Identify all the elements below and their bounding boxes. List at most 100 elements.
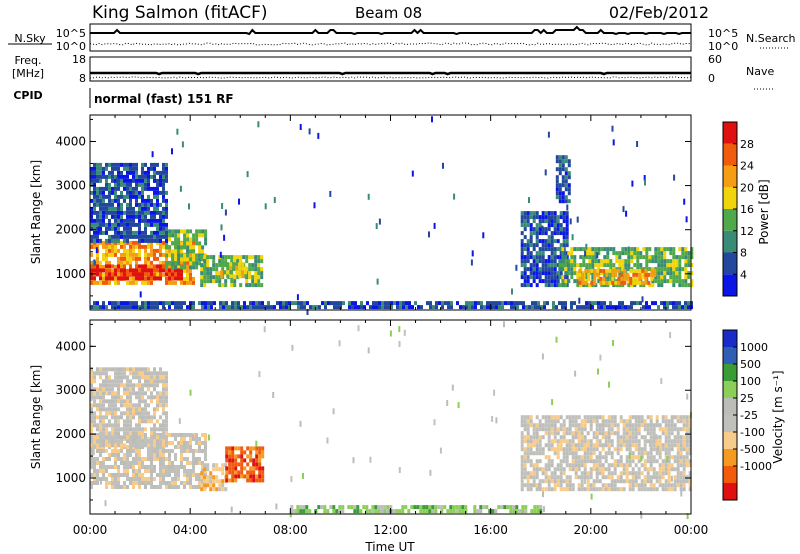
power-speckle (611, 125, 614, 132)
velocity-cell (529, 475, 533, 480)
velocity-cell (243, 458, 247, 463)
power-cell (129, 226, 132, 231)
velocity-cell (105, 387, 108, 392)
power-cell (669, 275, 673, 280)
velocity-cell (664, 455, 668, 460)
velocity-speckle (612, 340, 614, 346)
velocity-cell (180, 433, 183, 437)
power-cell (279, 305, 282, 310)
power-cell (206, 267, 210, 272)
power-cell (141, 174, 144, 179)
power-speckle (296, 294, 299, 301)
velocity-cell (129, 423, 132, 428)
power-cell (129, 206, 132, 211)
freq-tick-top: 18 (72, 53, 86, 66)
velocity-cell (117, 485, 120, 489)
velocity-cell (571, 423, 575, 428)
velocity-cell (610, 451, 614, 456)
velocity-speckle (291, 344, 294, 351)
power-cell (529, 243, 533, 248)
velocity-cell (419, 509, 423, 514)
power-cell (573, 263, 577, 268)
power-cell (93, 276, 96, 281)
power-cell (630, 251, 634, 256)
power-cell (93, 301, 96, 306)
velocity-cell (613, 423, 617, 428)
velocity-cell (491, 509, 495, 514)
power-cell (96, 272, 99, 277)
power-cell (114, 244, 117, 249)
velocity-cell (619, 459, 623, 464)
power-cell (135, 244, 138, 249)
power-cell (135, 182, 138, 187)
power-cell (534, 301, 537, 306)
velocity-cell (679, 443, 683, 448)
power-colorbar-swatch (723, 122, 737, 144)
power-cell (129, 260, 132, 265)
velocity-cell (203, 483, 207, 488)
power-cell (529, 263, 533, 268)
velocity-cell (577, 415, 581, 420)
velocity-cell (592, 435, 596, 440)
velocity-cell (667, 487, 671, 492)
power-cell (681, 251, 685, 256)
power-cell (591, 305, 594, 310)
velocity-cell (583, 419, 587, 424)
power-cell (108, 162, 111, 167)
velocity-cell (135, 481, 138, 485)
power-cell (105, 214, 108, 219)
velocity-cell (655, 423, 659, 428)
power-cell (621, 283, 625, 288)
power-cell (192, 301, 195, 306)
velocity-cell (111, 387, 114, 392)
velocity-colorbar-swatch (723, 364, 737, 381)
power-cell (529, 239, 533, 244)
velocity-cell (150, 477, 153, 481)
velocity-cell (565, 463, 569, 468)
freq-label-line2: [MHz] (12, 67, 44, 80)
velocity-cell (601, 431, 605, 436)
power-cell (206, 259, 210, 264)
velocity-cell (586, 439, 590, 444)
velocity-cell (189, 461, 192, 465)
velocity-cell (141, 391, 144, 396)
power-cell (579, 247, 583, 252)
power-ylabel: Slant Range [km] (29, 160, 43, 264)
velocity-cell (607, 471, 611, 476)
velocity-cell (580, 455, 584, 460)
power-cell (189, 241, 193, 246)
velocity-cell (679, 415, 683, 420)
velocity-cell (676, 483, 680, 488)
velocity-speckle (608, 381, 610, 388)
power-speckle (683, 198, 686, 205)
velocity-cell (530, 509, 534, 514)
velocity-cell (204, 445, 207, 449)
power-cell (486, 305, 489, 310)
power-cell (541, 247, 545, 252)
power-cell (159, 218, 162, 223)
velocity-cell (138, 367, 141, 372)
power-cell (615, 259, 619, 264)
velocity-cell (126, 383, 129, 388)
velocity-cell (658, 463, 662, 468)
power-speckle (631, 180, 634, 187)
power-cell (561, 255, 565, 260)
velocity-cell (135, 443, 138, 448)
velocity-cell (667, 431, 671, 436)
velocity-cell (550, 487, 554, 492)
velocity-cell (153, 411, 156, 416)
power-cell (684, 247, 688, 252)
power-cell (126, 178, 129, 183)
power-cell (523, 275, 527, 280)
velocity-cell (631, 443, 635, 448)
velocity-cell (550, 431, 554, 436)
velocity-cell (144, 419, 147, 424)
power-speckle (238, 198, 240, 205)
power-cell (117, 182, 120, 187)
power-cell (538, 279, 542, 284)
power-cell (165, 265, 169, 270)
velocity-cell (108, 367, 111, 372)
power-colorbar-label: Power [dB] (757, 179, 771, 244)
velocity-cell (147, 379, 150, 384)
power-cell (529, 283, 533, 288)
